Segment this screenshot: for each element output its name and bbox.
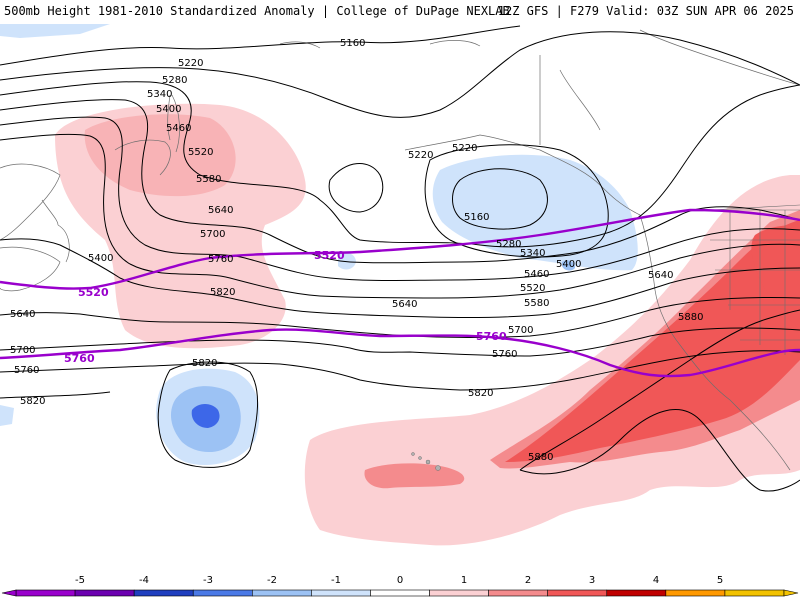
colorbar-segment [192,589,253,597]
thickness-5520-line [0,208,800,290]
contour-label: 5160 [464,212,489,223]
colorbar-tick-label: -4 [139,575,149,586]
contour-label: 5820 [20,396,45,407]
map-header: 500mb Height 1981-2010 Standardized Anom… [0,0,800,24]
colorbar-tick-label: 1 [461,575,467,586]
neg-anomaly-bottom-left [0,405,14,426]
height-contours [0,25,800,492]
model-run-info: 12Z GFS | F279 Valid: 03Z SUN APR 06 202… [497,4,794,18]
thickness-lines [0,208,800,378]
colorbar-right-arrow [783,589,799,597]
pos-anomaly-west-us-core [751,225,800,330]
colorbar-segment [15,589,76,597]
contour-label: 5340 [520,248,545,259]
thickness-label: 5520 [314,249,345,262]
hawaii-islands [411,452,441,471]
neg-anomaly-top-left [0,24,110,38]
contour-label: 5640 [10,309,35,320]
contour-label: 5520 [188,147,213,158]
neg-anomaly-small-2 [562,260,576,271]
colorbar-tick-label: 2 [525,575,531,586]
contour-label: 5640 [208,205,233,216]
contour-label: 5640 [392,299,417,310]
contour-label: 5820 [210,287,235,298]
contour-label: 5820 [192,358,217,369]
contour-label: 5400 [556,259,581,270]
contour-label: 5580 [196,174,221,185]
pos-anomaly-west-pacific-core [84,114,236,197]
thickness-label: 5760 [476,330,507,343]
contour-label: 5700 [508,325,533,336]
contour-label: 5700 [200,229,225,240]
contour-label: 5760 [14,365,39,376]
colorbar-segment [370,589,430,597]
colorbar-segment [488,589,548,597]
contour-label: 5640 [648,270,673,281]
contour-label: 5880 [678,312,703,323]
contour-labels: 5160 5220 5280 5340 5400 5460 5520 5580 … [10,38,703,463]
contour-label: 5220 [452,143,477,154]
contour-label: 5280 [162,75,187,86]
colorbar-segment [252,589,312,597]
contour-label: 5760 [208,254,233,265]
colorbar-tick-label: 0 [397,575,403,586]
colorbar-segments [1,589,799,597]
colorbar-segment [429,589,489,597]
contour-label: 5280 [496,239,521,250]
contour-label: 5400 [156,104,181,115]
colorbar-segment [665,589,726,597]
colorbar-segment [311,589,371,597]
contour-label: 5820 [468,388,493,399]
colorbar-segment [724,589,785,597]
contour-label: 5340 [147,89,172,100]
contour-label: 5460 [524,269,549,280]
pos-anomaly-subtropics [304,175,800,546]
colorbar-tick-label: 4 [653,575,659,586]
thickness-labels: 5520 5520 5760 5760 [64,249,507,365]
weather-map: 5160 5220 5280 5340 5400 5460 5520 5580 … [0,24,800,576]
state-borders [700,204,800,355]
anomaly-colorbar: -5 -4 -3 -2 -1 0 1 2 3 4 5 [1,575,799,597]
contour-label: 5220 [408,150,433,161]
colorbar-tick-label: 3 [589,575,595,586]
contour-label: 5700 [10,345,35,356]
map-title: 500mb Height 1981-2010 Standardized Anom… [4,4,510,18]
colorbar-ticks: -5 -4 -3 -2 -1 0 1 2 3 4 5 [75,575,723,586]
coastlines [0,29,800,471]
contour-label: 5760 [492,349,517,360]
thickness-5760-line [0,328,800,378]
contour-label: 5580 [524,298,549,309]
thickness-label: 5520 [78,286,109,299]
colorbar-tick-label: -1 [331,575,341,586]
contour-label: 5220 [178,58,203,69]
thickness-label: 5760 [64,352,95,365]
contour-label: 5460 [166,123,191,134]
colorbar-tick-label: -2 [267,575,277,586]
colorbar-segment [606,589,667,597]
contour-label: 5880 [528,452,553,463]
contour-label: 5520 [520,283,545,294]
colorbar-segment [133,589,194,597]
colorbar-segment [547,589,608,597]
contour-label: 5160 [340,38,365,49]
pos-anomaly-east-pacific-core [505,220,800,462]
colorbar-left-arrow [1,589,17,597]
neg-anomaly-pacific-low-core [191,404,220,428]
neg-anomaly-small-1 [338,252,356,270]
colorbar-segment [74,589,135,597]
colorbar-tick-label: -5 [75,575,85,586]
colorbar-tick-label: -3 [203,575,213,586]
colorbar-tick-label: 5 [717,575,723,586]
contour-label: 5400 [88,253,113,264]
